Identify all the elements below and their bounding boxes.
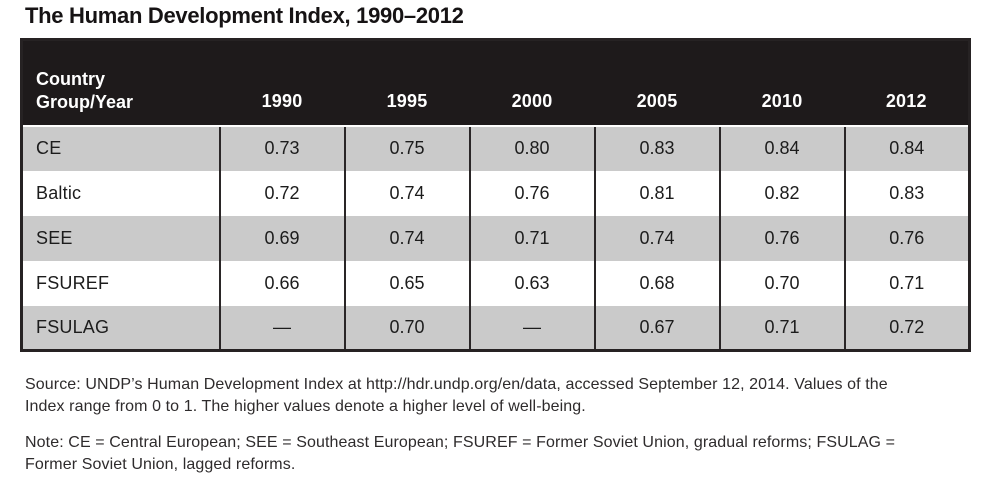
cell-value: 0.81	[593, 170, 720, 216]
header-country-group-year: Country Group/Year	[21, 39, 220, 127]
table-row-fsulag: FSULAG — 0.70 — 0.67 0.71 0.72	[21, 305, 970, 351]
cell-value: 0.84	[843, 125, 970, 171]
hdi-table: Country Group/Year 1990 1995 2000 2005 2…	[20, 38, 971, 352]
table-row-ce: CE 0.73 0.75 0.80 0.83 0.84 0.84	[21, 125, 970, 171]
table-row-baltic: Baltic 0.72 0.74 0.76 0.81 0.82 0.83	[21, 170, 970, 216]
row-label: SEE	[21, 215, 220, 261]
row-label: Baltic	[21, 170, 220, 216]
cell-value: 0.75	[343, 125, 470, 171]
header-year-2000: 2000	[469, 39, 595, 127]
cell-value: 0.76	[843, 215, 970, 261]
row-label: CE	[21, 125, 220, 171]
cell-value: 0.66	[218, 260, 345, 306]
cell-value: 0.70	[718, 260, 845, 306]
table-body: CE 0.73 0.75 0.80 0.83 0.84 0.84 Baltic …	[21, 125, 970, 351]
header-year-2012: 2012	[844, 39, 970, 127]
note-line-1: Note: CE = Central European; SEE = South…	[25, 434, 896, 451]
cell-value: —	[468, 305, 595, 351]
cell-value: 0.71	[718, 305, 845, 351]
cell-value: 0.84	[718, 125, 845, 171]
table-row-see: SEE 0.69 0.74 0.71 0.74 0.76 0.76	[21, 215, 970, 261]
note-line-2: Former Soviet Union, lagged reforms.	[25, 456, 296, 473]
cell-value: 0.76	[718, 215, 845, 261]
cell-value: 0.63	[468, 260, 595, 306]
cell-value: 0.70	[343, 305, 470, 351]
header-row: Country Group/Year 1990 1995 2000 2005 2…	[21, 39, 970, 127]
header-year-2010: 2010	[719, 39, 845, 127]
row-label: FSUREF	[21, 260, 220, 306]
cell-value: 0.71	[468, 215, 595, 261]
cell-value: 0.74	[343, 215, 470, 261]
table-row-fsuref: FSUREF 0.66 0.65 0.63 0.68 0.70 0.71	[21, 260, 970, 306]
figure-title: The Human Development Index, 1990–2012	[25, 3, 464, 28]
header-year-1995: 1995	[344, 39, 470, 127]
header-corner-line2: Group/Year	[36, 91, 134, 112]
header-corner-line1: Country	[36, 68, 105, 89]
cell-value: 0.65	[343, 260, 470, 306]
abbreviation-note: Note: CE = Central European; SEE = South…	[25, 432, 985, 476]
cell-value: 0.73	[218, 125, 345, 171]
cell-value: 0.80	[468, 125, 595, 171]
cell-value: 0.82	[718, 170, 845, 216]
cell-value: 0.74	[593, 215, 720, 261]
cell-value: 0.69	[218, 215, 345, 261]
cell-value: 0.74	[343, 170, 470, 216]
figure-page: The Human Development Index, 1990–2012 C…	[20, 3, 985, 476]
cell-value: 0.67	[593, 305, 720, 351]
cell-value: 0.72	[843, 305, 970, 351]
source-note: Source: UNDP’s Human Development Index a…	[25, 374, 985, 418]
hdi-table-container: Country Group/Year 1990 1995 2000 2005 2…	[20, 38, 985, 352]
cell-value: 0.76	[468, 170, 595, 216]
cell-value: 0.83	[843, 170, 970, 216]
source-line-2: Index range from 0 to 1. The higher valu…	[25, 398, 586, 415]
row-label: FSULAG	[21, 305, 220, 351]
cell-value: 0.68	[593, 260, 720, 306]
header-year-2005: 2005	[594, 39, 720, 127]
table-header: Country Group/Year 1990 1995 2000 2005 2…	[21, 39, 970, 127]
header-year-1990: 1990	[219, 39, 345, 127]
cell-value: —	[218, 305, 345, 351]
cell-value: 0.72	[218, 170, 345, 216]
source-line-1: Source: UNDP’s Human Development Index a…	[25, 376, 888, 393]
cell-value: 0.71	[843, 260, 970, 306]
cell-value: 0.83	[593, 125, 720, 171]
